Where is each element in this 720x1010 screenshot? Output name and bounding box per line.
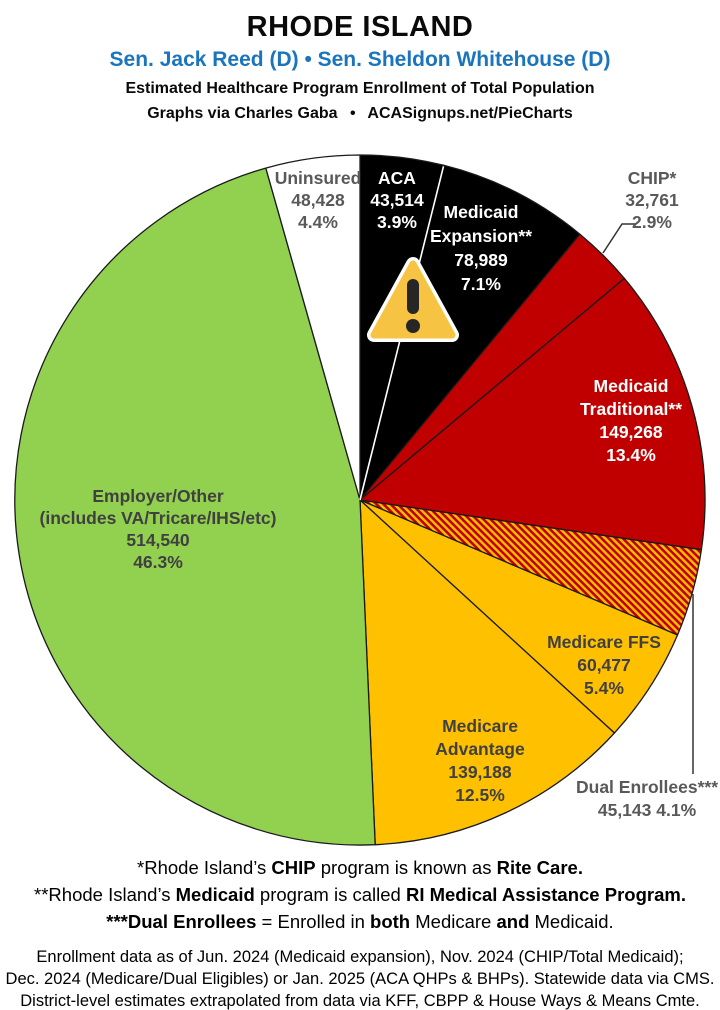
footnote-bold-segment: Medicaid xyxy=(175,884,255,905)
pie-chart: ACA 43,514 3.9% Medicaid Expansion** 78,989 7.… xyxy=(14,154,718,846)
slice-label-medicare-ffs: Medicare FFS 60,477 5.4% xyxy=(547,632,661,698)
pie-chart-area: ACA 43,514 3.9% Medicaid Expansion** 78,989 7.… xyxy=(0,140,720,852)
footnote-segment: = Enrolled in xyxy=(256,911,371,932)
footnote-bold-segment: RI Medical Assistance Program. xyxy=(405,884,686,905)
footnotes: *Rhode Island’s CHIP program is known as… xyxy=(0,854,720,935)
footnote-bold-segment: Rite Care. xyxy=(496,857,583,878)
pie-slice-medicaid-expansion xyxy=(359,164,581,501)
source-note-line: District-level estimates extrapolated fr… xyxy=(20,992,700,1010)
header: RHODE ISLAND Sen. Jack Reed (D) • Sen. S… xyxy=(0,0,720,140)
pie-slice-medicare-advantage xyxy=(359,499,616,846)
footnote-bold-segment: both xyxy=(370,911,411,932)
footnote-line: ***Dual Enrollees = Enrolled in both Med… xyxy=(0,908,720,935)
slice-label-uninsured: Uninsured 48,428 4.4% xyxy=(275,168,362,232)
slice-label-employer-other-includes-va-tricare-ihs-etc: Employer/Other (includes VA/Tricare/IHS/e… xyxy=(40,486,277,572)
slice-label-medicaid-traditional: Medicaid Traditional** 149,268 13.4% xyxy=(580,376,682,465)
footnote-segment: *Rhode Island’s xyxy=(137,857,272,878)
slice-label-aca: ACA 43,514 3.9% xyxy=(370,168,424,232)
slice-label-medicaid-expansion: Medicaid Expansion** 78,989 7.1% xyxy=(430,202,532,294)
pie-slice-employer-other-includes-va-tricare-ihs-etc xyxy=(14,167,376,846)
footnote-segment: **Rhode Island’s xyxy=(34,884,176,905)
chart-credit: Graphs via Charles Gaba • ACASignups.net… xyxy=(147,105,573,122)
chart-subtitle: Estimated Healthcare Program Enrollment … xyxy=(125,80,595,97)
page-title: RHODE ISLAND xyxy=(246,11,474,43)
footnote-bold-segment: ***Dual Enrollees xyxy=(106,911,257,932)
slice-label-dual-enrollees: Dual Enrollees*** 45,143 4.1% xyxy=(576,777,718,820)
slice-label-chip: CHIP* 32,761 2.9% xyxy=(625,168,679,232)
footnote-segment: program is called xyxy=(254,884,406,905)
warning-triangle-icon xyxy=(367,257,459,342)
slice-label-medicare-advantage: Medicare Advantage 139,188 12.5% xyxy=(435,716,525,805)
footnote-bold-segment: and xyxy=(496,911,530,932)
pie-slice-uninsured xyxy=(265,154,361,501)
source-note-line: Enrollment data as of Jun. 2024 (Medicai… xyxy=(36,948,684,966)
leader-line-chip xyxy=(602,223,636,254)
footnote-segment: Medicaid. xyxy=(529,911,614,932)
footnote-bold-segment: CHIP xyxy=(271,857,316,878)
data-source-note: Enrollment data as of Jun. 2024 (Medicai… xyxy=(0,946,720,1010)
footnote-line: **Rhode Island’s Medicaid program is cal… xyxy=(0,881,720,908)
footnote-segment: program is known as xyxy=(315,857,497,878)
footnote-segment: Medicare xyxy=(410,911,497,932)
source-note-line: Dec. 2024 (Medicare/Dual Eligibles) or J… xyxy=(5,970,715,988)
senators-line: Sen. Jack Reed (D) • Sen. Sheldon Whiteh… xyxy=(109,48,611,71)
pie-slice-medicaid-traditional xyxy=(359,277,706,551)
footnote-line: *Rhode Island’s CHIP program is known as… xyxy=(0,854,720,881)
